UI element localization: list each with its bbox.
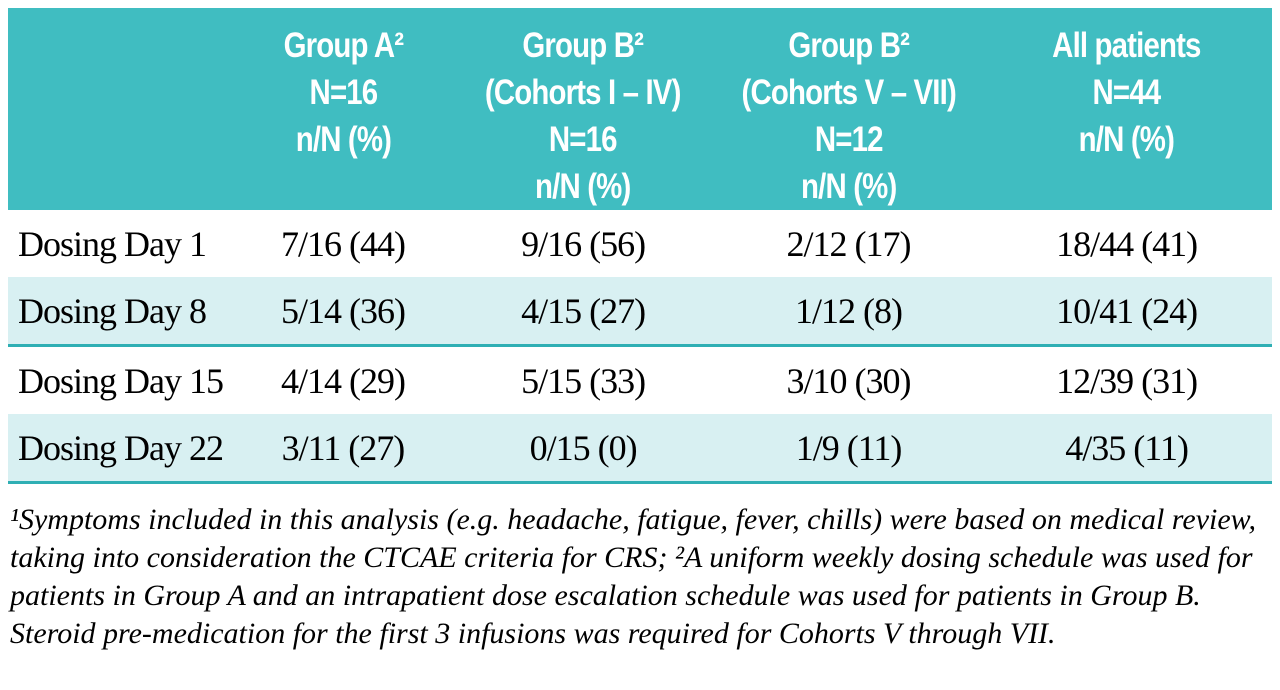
table-cell: 3/11 (27) [235,414,451,484]
header-cell-group-a: Group A² N=16 n/N (%) [235,8,451,210]
table-cell: 1/12 (8) [715,277,982,347]
table-row-dosing-day-22: Dosing Day 22 3/11 (27) 0/15 (0) 1/9 (11… [8,414,1272,484]
table-cell: 1/9 (11) [715,414,982,484]
table-cell: 2/12 (17) [786,223,912,264]
row-label: Dosing Day 22 [8,414,236,484]
table-header: Group A² N=16 n/N (%) Group B² (Cohorts … [8,8,1272,210]
header-label: Group B² (Cohorts I – IV) N=16 n/N (%) [485,26,681,206]
table-cell: 9/16 (56) [521,223,646,264]
table-cell: 18/44 (41) [1056,223,1198,264]
header-cell-all-patients: All patients N=44 n/N (%) [981,8,1272,210]
dosing-symptoms-table-figure: Group A² N=16 n/N (%) Group B² (Cohorts … [8,8,1272,653]
header-cell-group-b-cohorts-5-7: Group B² (Cohorts V – VII) N=12 n/N (%) [715,8,982,210]
header-label: All patients N=44 n/N (%) [1052,26,1201,159]
table-footnote: ¹Symptoms included in this analysis (e.g… [10,503,1256,650]
table-cell: 4/35 (11) [981,414,1272,484]
table-cell: 5/14 (36) [235,277,451,347]
row-label: Dosing Day 1 [18,223,207,264]
header-cell-empty [8,8,236,210]
table-row-dosing-day-15: Dosing Day 15 4/14 (29) 5/15 (33) 3/10 (… [8,346,1272,415]
dosing-table: Group A² N=16 n/N (%) Group B² (Cohorts … [8,8,1272,484]
row-label: Dosing Day 8 [8,277,236,347]
table-cell: 3/10 (30) [786,360,912,401]
row-label: Dosing Day 15 [18,360,224,401]
table-cell: 7/16 (44) [280,223,406,264]
table-cell: 4/14 (29) [280,360,406,401]
table-cell: 10/41 (24) [981,277,1272,347]
table-cell: 5/15 (33) [521,360,646,401]
header-label: Group B² (Cohorts V – VII) N=12 n/N (%) [741,26,956,206]
table-cell: 0/15 (0) [450,414,716,484]
table-row-dosing-day-8: Dosing Day 8 5/14 (36) 4/15 (27) 1/12 (8… [8,277,1272,347]
header-label: Group A² N=16 n/N (%) [283,26,403,159]
table-cell: 12/39 (31) [1056,360,1198,401]
table-row-dosing-day-1: Dosing Day 1 7/16 (44) 9/16 (56) 2/12 (1… [8,210,1272,277]
header-cell-group-b-cohorts-1-4: Group B² (Cohorts I – IV) N=16 n/N (%) [450,8,716,210]
table-cell: 4/15 (27) [450,277,716,347]
